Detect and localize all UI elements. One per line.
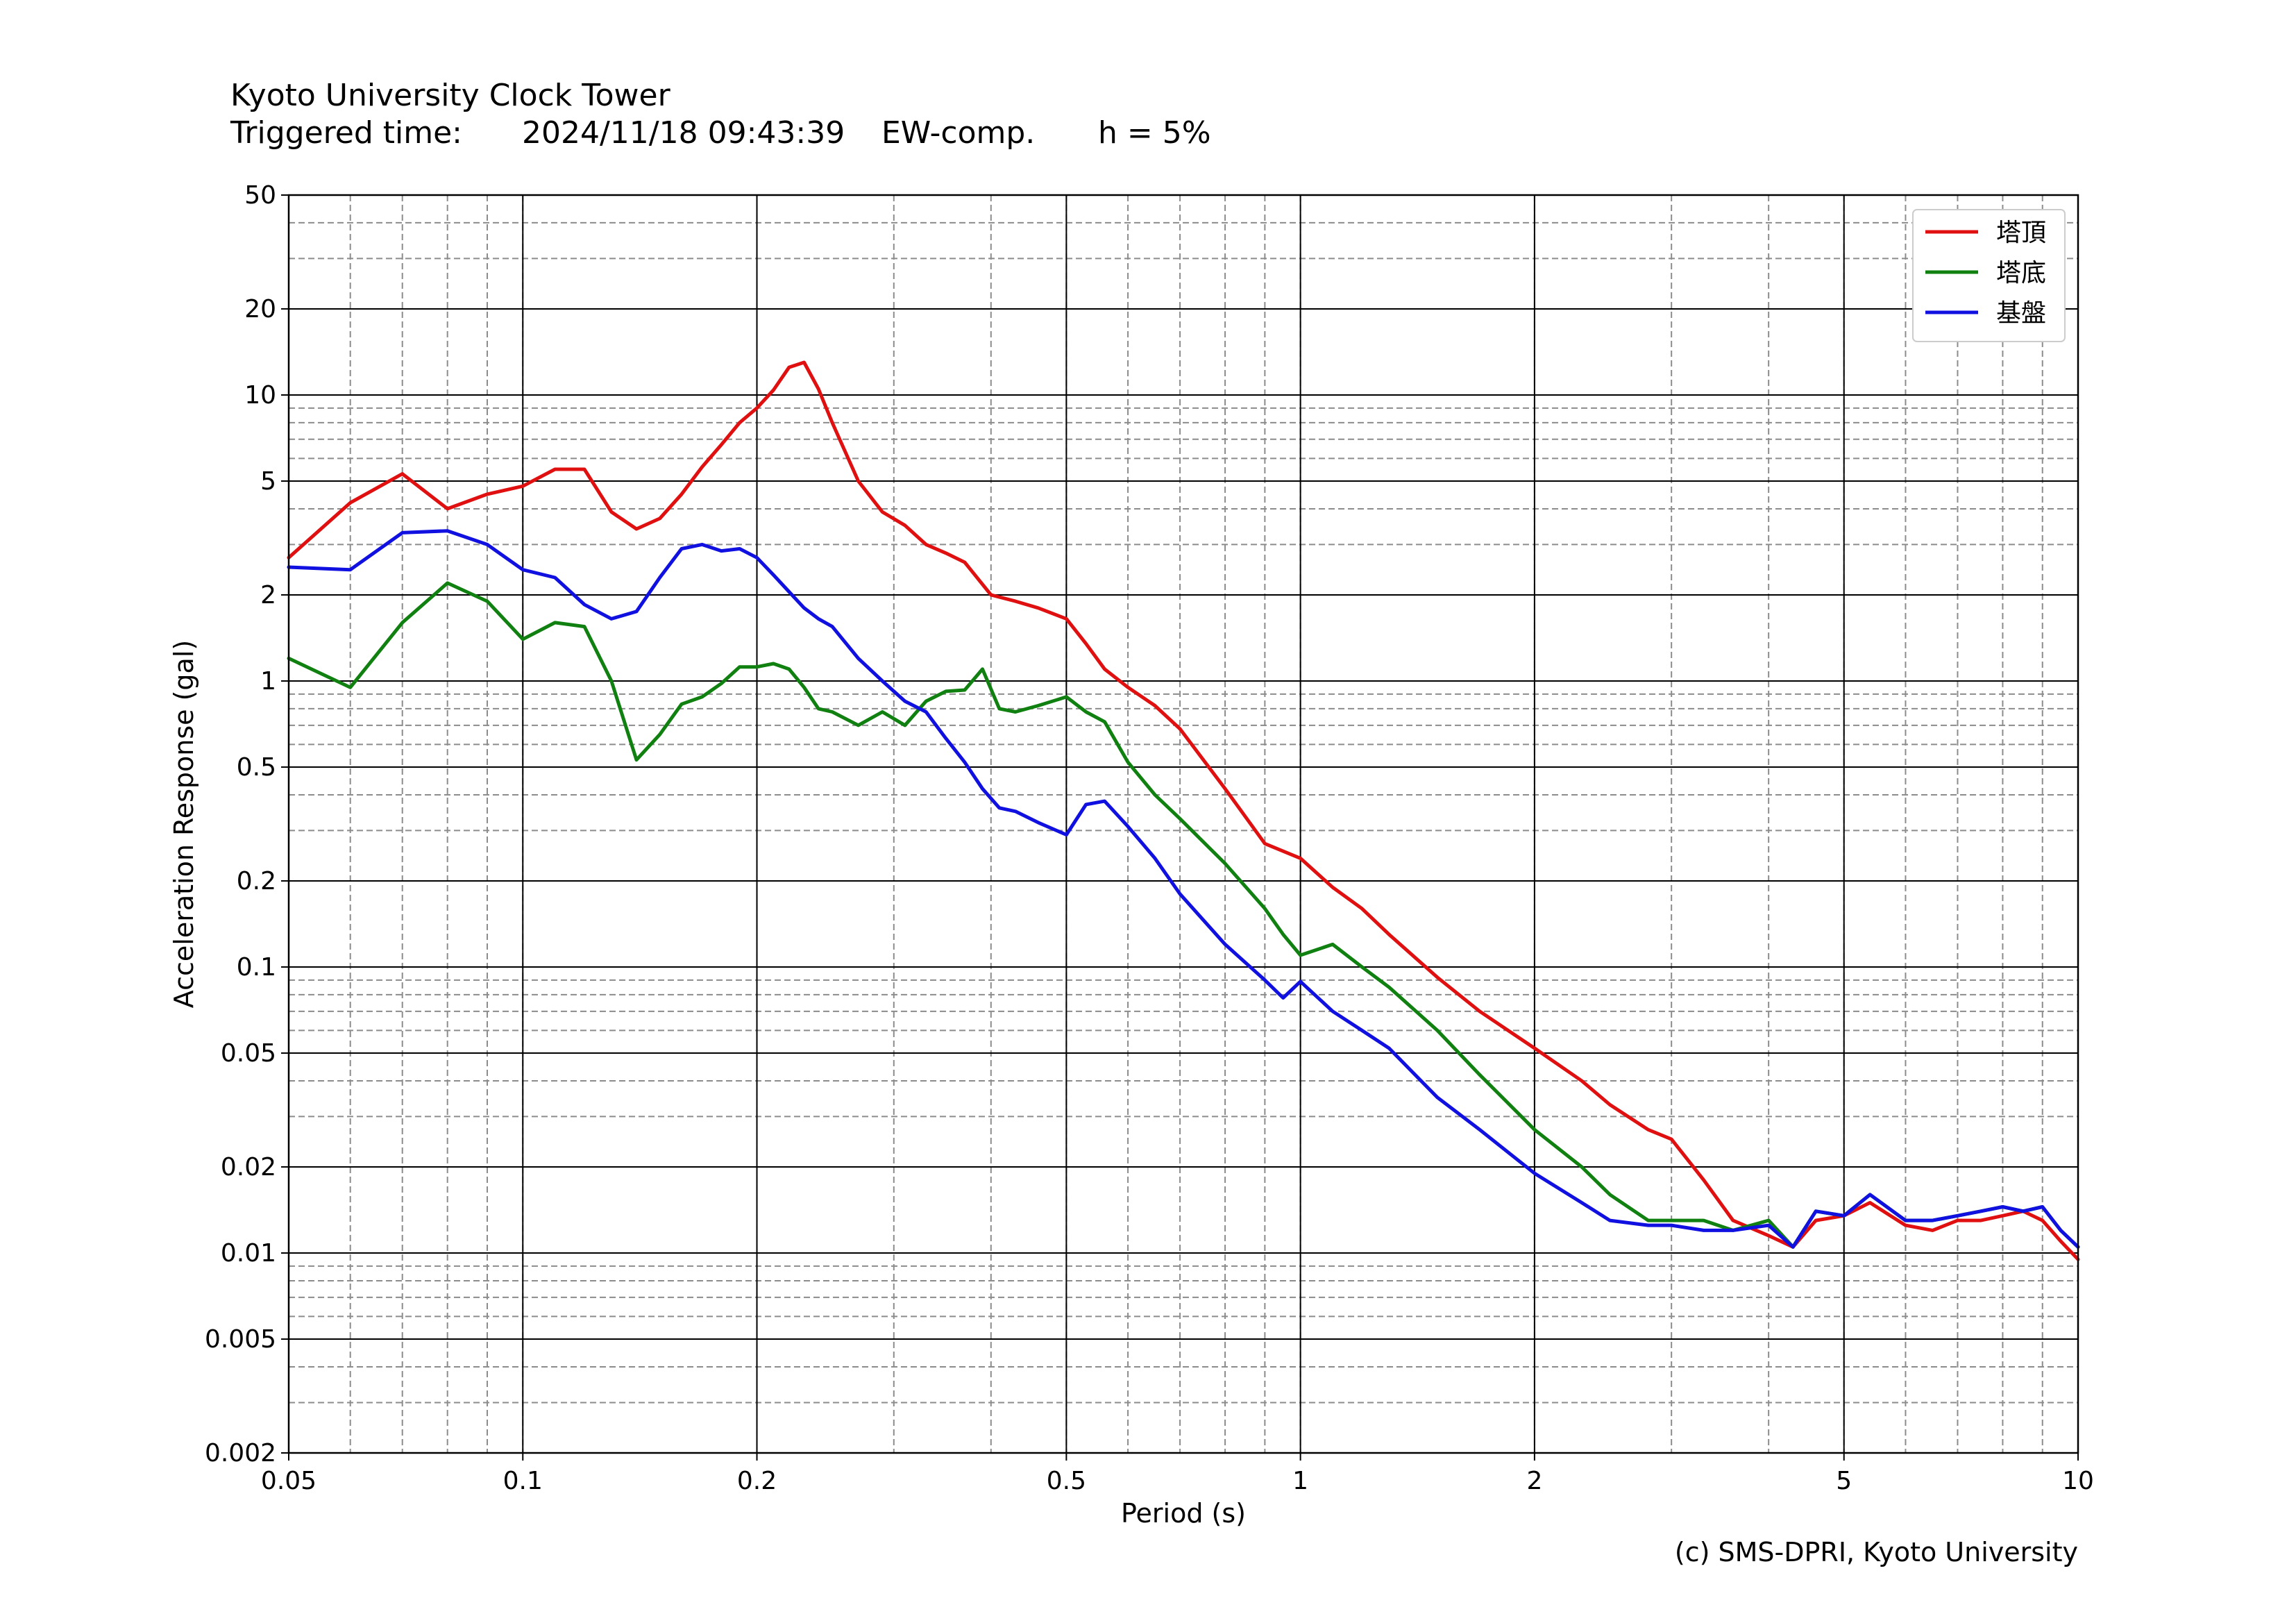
y-tick-label: 5	[260, 467, 276, 496]
y-tick-label: 2	[260, 581, 276, 609]
y-tick-label: 1	[260, 667, 276, 696]
chart-title-site: Kyoto University Clock Tower	[230, 78, 671, 113]
legend-entry-base-label: 塔底	[1996, 259, 2046, 287]
y-tick-label: 0.5	[237, 753, 276, 782]
y-axis-ticks: 50 20 10 5 2 1 0.5 0.2 0.1 0.05 0.02 0.01 0.005 0.002	[205, 181, 289, 1468]
x-tick-label: 0.1	[503, 1467, 543, 1495]
x-tick-label: 0.2	[737, 1467, 777, 1495]
legend-box	[1912, 209, 2066, 342]
triggered-time-label: Triggered time:	[230, 115, 462, 151]
y-tick-label: 0.005	[205, 1325, 276, 1354]
y-tick-label: 0.05	[221, 1039, 276, 1068]
damping-label: h = 5%	[1098, 115, 1211, 151]
major-gridlines	[288, 194, 2079, 1454]
x-axis-ticks: 0.05 0.1 0.2 0.5 1 2 5 10	[261, 1453, 2094, 1495]
x-tick-label: 5	[1836, 1467, 1852, 1495]
y-tick-label: 20	[244, 295, 276, 323]
x-tick-label: 2	[1526, 1467, 1542, 1495]
y-tick-label: 10	[244, 381, 276, 410]
y-axis-label: Acceleration Response (gal)	[169, 640, 199, 1008]
y-tick-label: 0.2	[237, 867, 276, 895]
series-line-foundation	[287, 529, 2080, 1249]
plot-frame	[287, 194, 2079, 1454]
series-line-tower-top	[287, 360, 2080, 1261]
minor-gridlines	[289, 195, 2078, 1453]
x-tick-label: 0.5	[1047, 1467, 1086, 1495]
legend-entry-top-label: 塔頂	[1996, 219, 2046, 247]
component-label: EW-comp.	[881, 115, 1035, 151]
y-tick-label: 0.1	[237, 953, 276, 982]
y-tick-label: 0.002	[205, 1439, 276, 1468]
y-tick-label: 0.02	[221, 1153, 276, 1181]
y-tick-label: 50	[244, 181, 276, 210]
triggered-time-value: 2024/11/18 09:43:39	[522, 115, 845, 151]
legend-entry-ground-label: 基盤	[1996, 299, 2046, 328]
series-layer	[287, 360, 2080, 1261]
y-tick-label: 0.01	[221, 1239, 276, 1268]
x-tick-label: 1	[1292, 1467, 1308, 1495]
x-tick-label: 0.05	[261, 1467, 316, 1495]
x-tick-label: 10	[2062, 1467, 2094, 1495]
copyright-credit: (c) SMS-DPRI, Kyoto University	[1675, 1537, 2078, 1567]
x-axis-label: Period (s)	[1121, 1498, 1246, 1529]
